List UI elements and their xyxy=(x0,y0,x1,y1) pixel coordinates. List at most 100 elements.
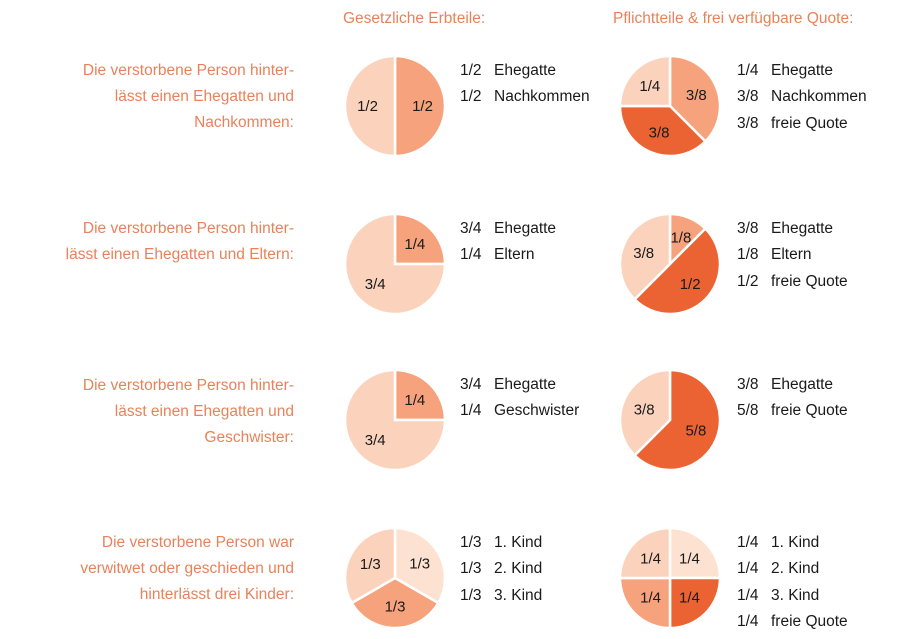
description-line: Die verstorbene Person hinter- xyxy=(82,62,294,79)
legend-fraction: 5/8 xyxy=(737,402,759,420)
legend-fraction: 1/4 xyxy=(460,246,482,264)
legal-legend-item: 1/2 Nachkommen xyxy=(460,84,590,110)
pie-3-slice-0-label: 1/8 xyxy=(670,230,691,247)
legal-legend-item: 3/4 Ehegatte xyxy=(460,216,556,242)
legend-label: Geschwister xyxy=(494,402,580,420)
legend-fraction: 1/2 xyxy=(460,62,482,79)
pie-6-slice-2 xyxy=(343,526,397,605)
compulsory-pie-chart-1: 3/8 3/8 1/4 xyxy=(618,54,722,158)
pie-6-slice-1 xyxy=(350,576,441,630)
pie-2-slice-0 xyxy=(393,212,447,266)
pie-1-slice-1 xyxy=(618,104,708,158)
legal-legend-item: 1/4 Geschwister xyxy=(460,398,579,424)
legend-fraction: 1/4 xyxy=(460,402,482,420)
compulsory-legend-item: 3/8 freie Quote xyxy=(737,111,867,137)
pie-7-slice-0-label: 1/4 xyxy=(679,551,700,568)
compulsory-legend-3: 3/8 Ehegatte 5/8 freie Quote xyxy=(737,372,848,425)
legend-fraction: 3/8 xyxy=(737,220,759,237)
legend-fraction: 3/8 xyxy=(737,114,759,132)
pie-0-slice-1-label: 1/2 xyxy=(357,98,378,115)
legend-fraction: 1/4 xyxy=(737,62,759,79)
pie-3-slice-2 xyxy=(618,212,672,302)
legend-label: Ehegatte xyxy=(494,220,557,237)
legend-label: 2. Kind xyxy=(494,560,543,578)
compulsory-legend-item: 3/8 Ehegatte xyxy=(737,372,848,398)
compulsory-legend-item: 3/8 Nachkommen xyxy=(737,84,867,110)
legend-fraction: 1/3 xyxy=(460,560,482,578)
pie-2-slice-1 xyxy=(343,212,447,316)
legal-pie-chart-3: 1/4 3/4 xyxy=(343,368,447,472)
compulsory-pie-chart-2: 1/8 1/2 3/8 xyxy=(618,212,722,316)
pie-1-slice-2-label: 1/4 xyxy=(639,78,660,95)
pie-5-slice-1-label: 3/8 xyxy=(634,401,655,418)
pie-7-slice-3-label: 1/4 xyxy=(640,551,661,568)
legend-label: Eltern xyxy=(771,246,812,264)
compulsory-legend-item: 1/8 Eltern xyxy=(737,242,848,268)
pie-2-slice-0-label: 1/4 xyxy=(404,236,425,253)
pie-0-slice-1 xyxy=(343,54,397,158)
legend-label: Ehegatte xyxy=(494,62,557,79)
description-line: hinterlässt drei Kinder: xyxy=(139,586,294,603)
header-legal-shares: Gesetzliche Erbteile: xyxy=(343,10,486,27)
legend-fraction: 1/2 xyxy=(460,88,482,106)
legend-label: Ehegatte xyxy=(771,62,834,79)
compulsory-pie-chart-3: 5/8 3/8 xyxy=(618,368,722,472)
legend-label: 2. Kind xyxy=(771,560,820,578)
legend-label: freie Quote xyxy=(771,402,848,420)
scenario-description-1: Die verstorbene Person hinter-lässt eine… xyxy=(83,58,294,136)
compulsory-legend-item: 1/4 freie Quote xyxy=(737,609,848,635)
legal-pie-chart-4: 1/3 1/3 1/3 xyxy=(343,526,447,630)
pie-6-slice-1-label: 1/3 xyxy=(385,599,406,616)
legend-label: Nachkommen xyxy=(494,88,590,106)
compulsory-legend-item: 1/4 Ehegatte xyxy=(737,58,867,84)
legend-label: 3. Kind xyxy=(494,586,543,604)
legend-label: Nachkommen xyxy=(771,88,867,106)
scenario-description-2: Die verstorbene Person hinter-lässt eine… xyxy=(66,216,294,268)
legend-label: Ehegatte xyxy=(771,376,834,393)
description-line: Die verstorbene Person hinter- xyxy=(82,377,294,394)
legend-label: 3. Kind xyxy=(771,586,820,604)
compulsory-pie-chart-4: 1/4 1/4 1/4 1/4 xyxy=(618,526,722,630)
legal-legend-item: 1/3 3. Kind xyxy=(460,583,542,609)
pie-7-slice-3 xyxy=(618,526,672,580)
pie-5-slice-1 xyxy=(618,368,672,458)
pie-7-slice-2-label: 1/4 xyxy=(640,589,661,606)
compulsory-legend-item: 3/8 Ehegatte xyxy=(737,216,848,242)
pie-3-slice-1-label: 1/2 xyxy=(680,276,701,293)
legend-label: 1. Kind xyxy=(494,534,543,551)
legend-label: 1. Kind xyxy=(771,534,820,551)
compulsory-legend-item: 1/4 1. Kind xyxy=(737,530,848,556)
legend-label: freie Quote xyxy=(771,114,848,132)
pie-7-slice-1 xyxy=(668,576,722,630)
pie-6-slice-2-label: 1/3 xyxy=(360,556,381,573)
legend-fraction: 3/4 xyxy=(460,376,482,393)
legend-fraction: 3/8 xyxy=(737,376,759,393)
pie-4-slice-0 xyxy=(393,368,447,422)
legal-pie-chart-1: 1/2 1/2 xyxy=(343,54,447,158)
description-line: Die verstorbene Person hinter- xyxy=(82,220,294,237)
legend-label: Ehegatte xyxy=(494,376,557,393)
description-line: verwitwet oder geschieden und xyxy=(80,560,294,577)
pie-3-slice-1 xyxy=(632,226,722,316)
legend-fraction: 3/4 xyxy=(460,220,482,237)
pie-4-slice-0-label: 1/4 xyxy=(404,392,425,409)
pie-0-slice-0 xyxy=(393,54,447,158)
header-compulsory-shares: Pflichtteile & frei verfügbare Quote: xyxy=(613,10,854,27)
legal-legend-2: 3/4 Ehegatte 1/4 Eltern xyxy=(460,216,556,269)
legend-fraction: 1/3 xyxy=(460,586,482,604)
compulsory-legend-item: 5/8 freie Quote xyxy=(737,398,848,424)
pie-3-slice-2-label: 3/8 xyxy=(633,245,654,262)
legal-legend-3: 3/4 Ehegatte 1/4 Geschwister xyxy=(460,372,579,425)
scenario-description-4: Die verstorbene Person war verwitwet oder… xyxy=(80,530,294,608)
legend-fraction: 1/4 xyxy=(737,560,759,578)
pie-7-slice-2 xyxy=(618,576,672,630)
pie-1-slice-1-label: 3/8 xyxy=(649,124,670,141)
legal-legend-item: 3/4 Ehegatte xyxy=(460,372,579,398)
compulsory-legend-item: 1/2 freie Quote xyxy=(737,269,848,295)
description-line: Nachkommen: xyxy=(194,114,294,131)
pie-5-slice-0-label: 5/8 xyxy=(685,423,706,440)
compulsory-legend-item: 1/4 2. Kind xyxy=(737,556,848,582)
description-line: lässt einen Ehegatten und Eltern: xyxy=(65,246,294,263)
pie-6-slice-0-label: 1/3 xyxy=(409,556,430,573)
pie-5-slice-0 xyxy=(632,368,722,472)
